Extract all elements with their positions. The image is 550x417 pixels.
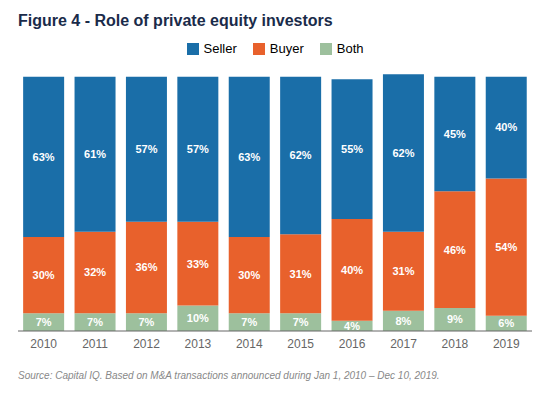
svg-text:2018: 2018 [442, 337, 469, 351]
svg-text:10%: 10% [187, 312, 209, 324]
svg-text:32%: 32% [84, 266, 106, 278]
svg-text:30%: 30% [33, 269, 55, 281]
svg-text:61%: 61% [84, 148, 106, 160]
svg-text:30%: 30% [238, 269, 260, 281]
svg-text:2019: 2019 [493, 337, 520, 351]
svg-text:31%: 31% [290, 268, 312, 280]
svg-text:63%: 63% [238, 151, 260, 163]
svg-text:57%: 57% [187, 143, 209, 155]
html-text:Seller: Seller [203, 41, 237, 56]
svg-text:33%: 33% [187, 258, 209, 270]
svg-text:9%: 9% [447, 313, 463, 325]
svg-text:7%: 7% [293, 316, 309, 328]
svg-text:55%: 55% [341, 143, 363, 155]
svg-text:2013: 2013 [185, 337, 212, 351]
svg-text:7%: 7% [87, 316, 103, 328]
svg-text:62%: 62% [290, 149, 312, 161]
html-text:Figure 4 - Role of private equ: Figure 4 - Role of private equity invest… [18, 12, 333, 29]
svg-text:7%: 7% [36, 316, 52, 328]
svg-text:36%: 36% [135, 261, 157, 273]
svg-text:2016: 2016 [339, 337, 366, 351]
svg-text:2014: 2014 [236, 337, 263, 351]
svg-text:7%: 7% [241, 316, 257, 328]
html-text:Buyer: Buyer [269, 41, 304, 56]
svg-text:40%: 40% [341, 264, 363, 276]
svg-text:2011: 2011 [82, 337, 108, 351]
svg-text:54%: 54% [495, 241, 517, 253]
svg-text:31%: 31% [392, 265, 414, 277]
svg-text:4%: 4% [344, 320, 360, 332]
svg-text:7%: 7% [138, 316, 154, 328]
svg-text:40%: 40% [495, 121, 517, 133]
svg-text:2017: 2017 [390, 337, 417, 351]
html-text:Both: Both [336, 41, 364, 56]
svg-text:46%: 46% [444, 244, 466, 256]
svg-text:2012: 2012 [133, 337, 160, 351]
svg-text:62%: 62% [392, 147, 414, 159]
svg-text:57%: 57% [135, 143, 157, 155]
svg-text:2010: 2010 [30, 337, 57, 351]
svg-text:45%: 45% [444, 128, 466, 140]
svg-text:8%: 8% [395, 315, 411, 327]
svg-text:63%: 63% [33, 151, 55, 163]
svg-text:6%: 6% [498, 317, 514, 329]
svg-text:2015: 2015 [287, 337, 314, 351]
html-text:Source: Capital IQ. Based on M: Source: Capital IQ. Based on M&A transac… [18, 370, 440, 381]
